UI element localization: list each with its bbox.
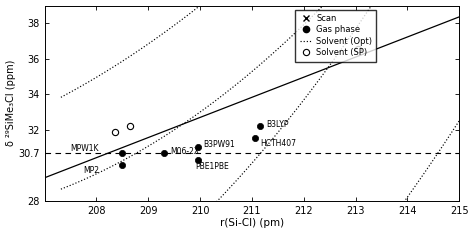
Text: MPW1K: MPW1K (71, 144, 99, 154)
Y-axis label: δ ²⁹SiMe₃Cl (ppm): δ ²⁹SiMe₃Cl (ppm) (6, 60, 16, 146)
Text: HCTH407: HCTH407 (261, 139, 297, 148)
Text: M06-2X: M06-2X (170, 147, 199, 156)
Text: PBE1PBE: PBE1PBE (195, 162, 228, 171)
Text: B3PW91: B3PW91 (204, 140, 236, 149)
Legend: Scan, Gas phase, Solvent (Opt), Solvent (SP): Scan, Gas phase, Solvent (Opt), Solvent … (295, 10, 376, 62)
X-axis label: r(Si-Cl) (pm): r(Si-Cl) (pm) (220, 219, 284, 228)
Text: MP2: MP2 (83, 166, 99, 176)
Text: B3LYP: B3LYP (266, 120, 288, 129)
